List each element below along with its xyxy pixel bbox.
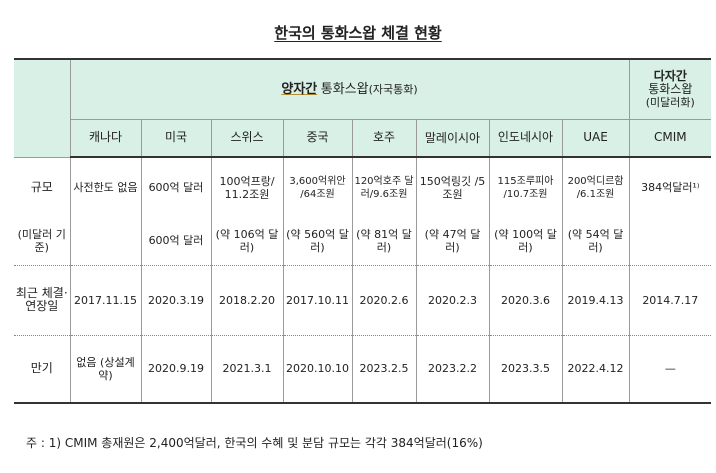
size-usd-row: (미달러 기준) 600억 달러 (약 106억 달러) (약 560억 달러)… [14,217,712,266]
country-canada: 캐나다 [70,119,142,158]
header-row-1: 양자간 통화스왑(자국통화) 다자간 통화스왑 (미달러화) [14,58,712,158]
country-china: 중국 [282,119,353,158]
country-usa: 미국 [140,119,212,158]
maturity-row: 만기 없음 (상설계약) 2020.9.19 2021.3.1 2020.10.… [14,335,712,404]
swap-table: 양자간 통화스왑(자국통화) 다자간 통화스왑 (미달러화) 캐나다 미국 스위… [14,58,712,404]
size-china: 3,600억위안 /64조원 [282,157,353,217]
size-usd-indonesia: (약 100억 달러) [488,217,563,266]
maturity-australia: 2023.2.5 [351,335,417,404]
size-usd-australia: (약 81억 달러) [351,217,417,266]
size-usd-malaysia: (약 47억 달러) [415,217,490,266]
maturity-indonesia: 2023.3.5 [488,335,563,404]
size-switzerland: 100억프랑/ 11.2조원 [210,157,284,217]
maturity-uae: 2022.4.12 [561,335,630,404]
size-usd-usa: 600억 달러 [140,217,212,266]
country-indonesia: 인도네시아 [488,119,563,158]
size-australia: 120억호주 달러/9.6조원 [351,157,417,217]
country-uae: UAE [561,119,630,158]
size-usd-canada [69,217,142,266]
document-title: 한국의 통화스왑 체결 현황 [274,24,442,42]
maturity-cmim: — [628,335,712,404]
size-usd-uae: (약 54억 달러) [561,217,630,266]
date-australia: 2020.2.6 [351,265,417,336]
maturity-canada: 없음 (상설계약) [69,335,142,404]
size-indonesia: 115조루피아 /10.7조원 [488,157,563,217]
size-usd-switzerland: (약 106억 달러) [210,217,284,266]
bilateral-header: 양자간 통화스왑(자국통화) [69,58,630,120]
size-usd-cmim [628,217,712,266]
maturity-malaysia: 2023.2.2 [415,335,490,404]
date-cmim: 2014.7.17 [628,265,712,336]
date-switzerland: 2018.2.20 [210,265,284,336]
date-indonesia: 2020.3.6 [488,265,563,336]
date-china: 2017.10.11 [282,265,353,336]
date-row: 최근 체결· 연장일 2017.11.15 2020.3.19 2018.2.2… [14,265,712,336]
footnote: 주 : 1) CMIM 총재원은 2,400억달러, 한국의 수혜 및 분담 규… [26,436,483,450]
country-switzerland: 스위스 [210,119,284,158]
size-usa: 600억 달러 [140,157,212,217]
size-canada: 사전한도 없음 [69,157,142,217]
date-label: 최근 체결· 연장일 [14,265,71,336]
maturity-china: 2020.10.10 [282,335,353,404]
maturity-switzerland: 2021.3.1 [210,335,284,404]
maturity-usa: 2020.9.19 [140,335,212,404]
size-row: 규모 사전한도 없음 600억 달러 100억프랑/ 11.2조원 3,600억… [14,157,712,217]
size-label: 규모 [14,157,71,217]
country-malaysia: 말레이시아 [415,119,490,158]
country-cmim: CMIM [628,119,712,158]
size-malaysia: 150억링깃 /5조원 [415,157,490,217]
size-sublabel: (미달러 기준) [14,217,71,266]
multilateral-header: 다자간 통화스왑 (미달러화) [628,58,712,120]
corner-cell [14,58,71,158]
date-uae: 2019.4.13 [561,265,630,336]
header-row-2: 캐나다 미국 스위스 중국 호주 말레이시아 인도네시아 UAE CMIM [14,119,712,158]
size-usd-china: (약 560억 달러) [282,217,353,266]
size-uae: 200억디르함 /6.1조원 [561,157,630,217]
date-canada: 2017.11.15 [69,265,142,336]
date-usa: 2020.3.19 [140,265,212,336]
date-malaysia: 2020.2.3 [415,265,490,336]
size-cmim: 384억달러¹⁾ [628,157,712,217]
maturity-label: 만기 [14,335,71,404]
country-australia: 호주 [351,119,417,158]
